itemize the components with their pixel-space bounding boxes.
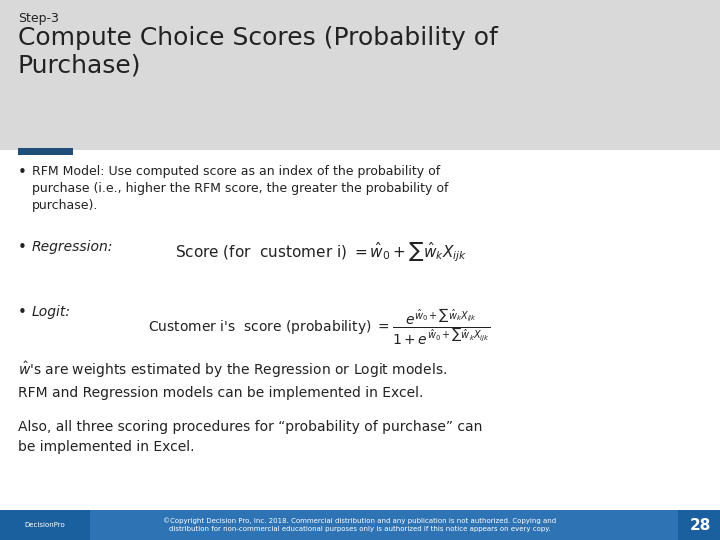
Text: ©Copyright Decision Pro, Inc. 2018. Commercial distribution and any publication : ©Copyright Decision Pro, Inc. 2018. Comm… bbox=[163, 518, 557, 532]
FancyBboxPatch shape bbox=[18, 148, 73, 155]
Text: Regression:: Regression: bbox=[32, 240, 113, 254]
Text: Logit:: Logit: bbox=[32, 305, 71, 319]
Text: •: • bbox=[18, 165, 27, 180]
Text: •: • bbox=[18, 305, 27, 320]
Text: $\hat{w}$'s are weights estimated by the Regression or Logit models.
RFM and Reg: $\hat{w}$'s are weights estimated by the… bbox=[18, 360, 447, 400]
FancyBboxPatch shape bbox=[0, 0, 720, 150]
Text: Compute Choice Scores (Probability of
Purchase): Compute Choice Scores (Probability of Pu… bbox=[18, 26, 498, 78]
Text: Customer i's  score (probability) $= \dfrac{e^{\hat{w}_0+\sum \hat{w}_k X_{ijk}}: Customer i's score (probability) $= \dfr… bbox=[148, 307, 490, 347]
Text: DecisionPro: DecisionPro bbox=[24, 522, 66, 528]
Text: 28: 28 bbox=[689, 517, 711, 532]
Text: •: • bbox=[18, 240, 27, 255]
FancyBboxPatch shape bbox=[678, 510, 720, 540]
Text: Score (for  customer i) $= \hat{w}_0 + \sum \hat{w}_k X_{ijk}$: Score (for customer i) $= \hat{w}_0 + \s… bbox=[175, 240, 467, 264]
Text: Step-3: Step-3 bbox=[18, 12, 59, 25]
FancyBboxPatch shape bbox=[0, 150, 720, 510]
Text: RFM Model: Use computed score as an index of the probability of
purchase (i.e., : RFM Model: Use computed score as an inde… bbox=[32, 165, 449, 212]
FancyBboxPatch shape bbox=[0, 510, 720, 540]
FancyBboxPatch shape bbox=[0, 510, 90, 540]
Text: Also, all three scoring procedures for “probability of purchase” can
be implemen: Also, all three scoring procedures for “… bbox=[18, 420, 482, 454]
